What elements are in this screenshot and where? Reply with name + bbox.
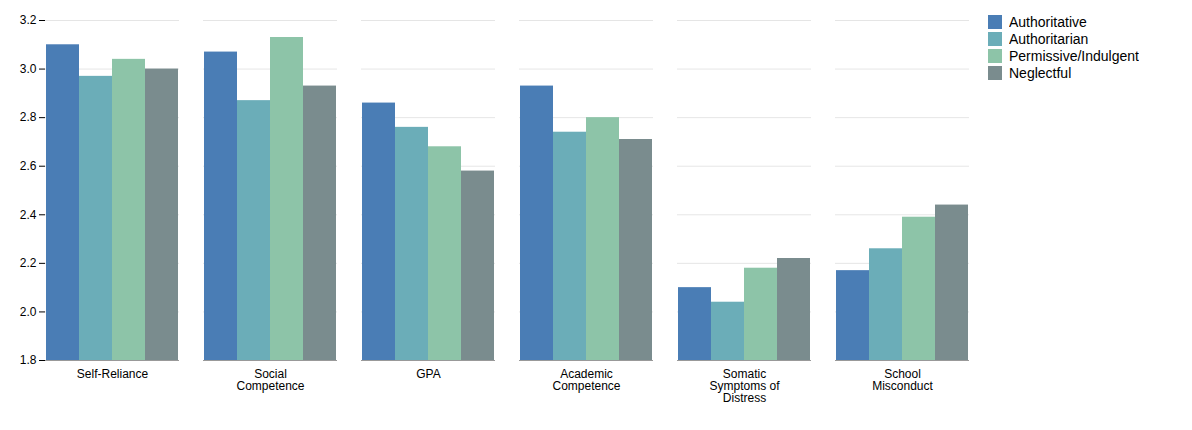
svg-text:2.0: 2.0: [20, 305, 37, 319]
html-text:Neglectful: Neglectful: [1009, 65, 1072, 81]
html-text:Authoritarian: Authoritarian: [1009, 31, 1089, 47]
svg-text:AcademicCompetence: AcademicCompetence: [552, 367, 620, 393]
html-text:Permissive/Indulgent: Permissive/Indulgent: [1009, 48, 1139, 64]
svg-text:SomaticSymptoms ofDistress: SomaticSymptoms ofDistress: [709, 367, 780, 405]
svg-text:3.2: 3.2: [20, 13, 37, 27]
svg-text:SchoolMisconduct: SchoolMisconduct: [872, 367, 933, 393]
svg-text:2.4: 2.4: [20, 208, 37, 222]
svg-text:2.8: 2.8: [20, 110, 37, 124]
svg-text:Self-Reliance: Self-Reliance: [77, 367, 149, 381]
html-text:Authoritative: Authoritative: [1009, 14, 1087, 30]
svg-text:1.8: 1.8: [20, 353, 37, 367]
svg-text:2.2: 2.2: [20, 256, 37, 270]
svg-text:2.6: 2.6: [20, 159, 37, 173]
svg-text:SocialCompetence: SocialCompetence: [236, 367, 304, 393]
svg-text:GPA: GPA: [416, 367, 440, 381]
svg-text:3.0: 3.0: [20, 62, 37, 76]
